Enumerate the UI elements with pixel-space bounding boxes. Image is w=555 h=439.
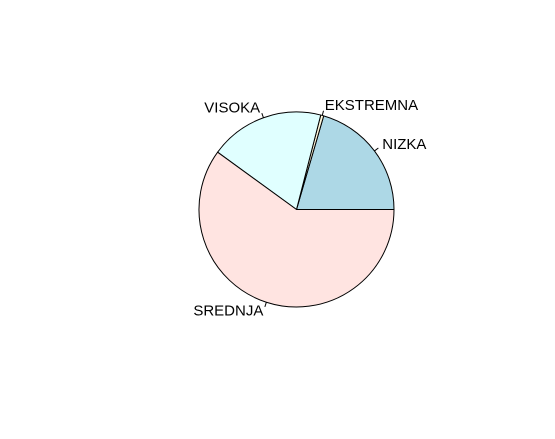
label-tick-ekstremna: [321, 110, 324, 116]
pie-slices: [198, 111, 395, 308]
slice-labels: NIZKA EKSTREMNA VISOKA SREDNJA: [193, 97, 426, 319]
pie-slice-visoka: [217, 111, 322, 210]
label-tick-srednja: [264, 302, 267, 308]
label-tick-visoka: [261, 113, 264, 118]
label-ticks: [261, 110, 379, 308]
pie-slice-srednja: [198, 151, 395, 308]
label-tick-nizka: [374, 147, 379, 152]
slice-label-nizka: NIZKA: [382, 136, 426, 153]
slice-label-srednja: SREDNJA: [193, 302, 263, 319]
slice-label-ekstremna: EKSTREMNA: [325, 97, 418, 114]
slice-label-visoka: VISOKA: [204, 100, 260, 117]
